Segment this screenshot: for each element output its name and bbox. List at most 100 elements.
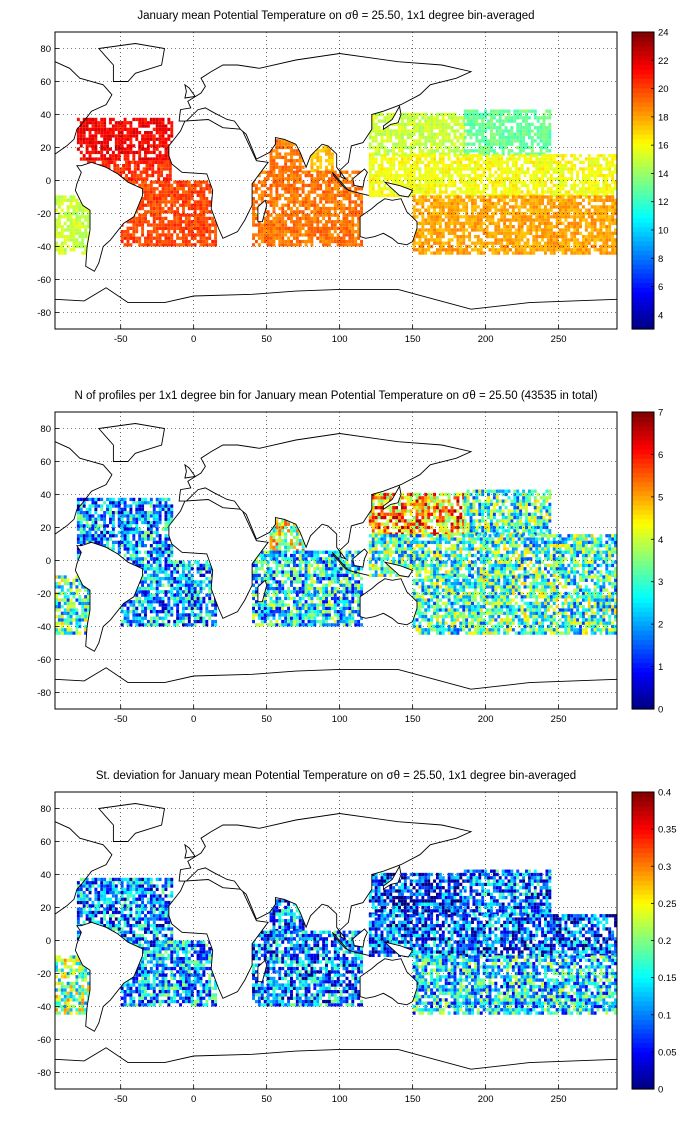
data-cell [132,220,136,224]
data-cell [535,195,539,199]
data-cell [450,193,454,197]
data-cell [368,135,372,140]
data-cell [433,251,436,255]
data-cell [263,230,267,234]
data-cell [319,226,323,230]
data-cell [151,160,155,164]
data-cell [392,160,396,164]
data-cell [529,160,533,164]
data-cell [144,216,147,221]
data-cell [406,167,410,171]
data-cell [564,234,568,239]
data-cell [78,231,82,235]
data-cell [138,154,142,158]
data-cell [371,183,375,188]
data-cell [170,223,174,227]
data-cell [412,215,416,219]
data-cell [173,230,177,234]
data-cell [342,213,346,217]
data-cell [257,193,261,197]
data-cell [290,243,293,247]
data-cell [421,135,425,140]
data-cell [590,238,594,242]
data-cell [214,236,218,240]
data-cell [313,183,317,188]
data-cell [87,231,91,235]
data-cell [462,183,466,188]
data-cell [561,154,565,158]
data-cell [88,524,92,528]
data-cell [117,530,121,535]
data-cell [284,220,288,224]
data-cell [456,173,460,178]
data-cell [167,200,171,204]
data-cell [368,160,372,164]
data-cell [406,145,410,150]
data-cell [476,154,480,158]
data-cell [427,126,431,130]
data-cell [208,210,212,214]
data-cell [412,183,416,188]
data-cell [149,210,153,214]
data-cell [155,147,159,151]
data-cell [123,544,127,548]
data-cell [400,173,404,178]
data-cell [330,206,334,211]
data-cell [322,197,326,201]
data-cell [281,220,285,224]
data-cell [87,225,91,229]
data-cell [488,160,492,164]
data-cell [514,201,518,206]
data-cell [202,193,206,197]
data-cell [590,215,594,219]
data-cell [123,121,127,125]
data-cell [284,145,288,150]
data-cell [453,195,457,199]
data-cell [491,187,495,191]
data-cell [97,497,101,502]
data-cell [491,205,495,209]
data-cell [558,187,562,191]
data-cell [141,183,145,188]
data-cell [161,127,165,131]
data-cell [573,241,577,245]
data-cell [161,243,165,247]
data-cell [292,203,296,207]
data-cell [295,180,299,184]
data-cell [386,177,390,181]
data-cell [438,170,442,174]
data-cell [418,241,422,245]
data-cell [342,210,346,214]
data-cell [158,197,162,201]
data-cell [85,140,89,145]
data-cell [158,203,162,207]
data-cell [516,132,520,136]
data-cell [453,215,457,219]
data-cell [602,221,606,226]
data-cell [463,112,467,117]
data-cell [386,149,390,153]
data-cell [415,122,419,127]
data-cell [539,139,543,143]
data-cell [182,210,185,214]
data-cell [196,220,200,224]
data-cell [465,208,469,212]
data-cell [506,238,509,242]
data-cell [141,203,145,207]
data-cell [284,183,288,188]
data-cell [576,173,580,178]
data-cell [76,137,80,141]
data-cell [421,160,425,164]
data-cell [202,213,206,217]
data-cell [533,116,537,120]
data-cell [168,167,172,171]
data-cell [154,160,158,164]
data-cell [301,183,305,188]
data-cell [278,243,282,247]
data-cell [421,221,425,226]
data-cell [75,225,79,229]
data-cell [82,534,86,538]
data-cell [380,157,384,161]
data-cell [456,241,460,245]
data-cell [126,220,130,224]
